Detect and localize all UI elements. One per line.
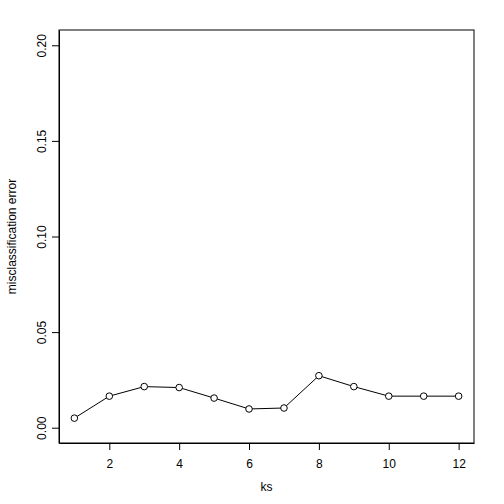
x-tick-label: 6 [246,457,253,471]
data-point [351,383,358,390]
data-point [281,405,288,412]
x-tick-label: 8 [316,457,323,471]
data-point [316,372,323,379]
y-tick: 0.15 [35,129,59,153]
y-tick: 0.05 [35,321,59,345]
y-tick: 0.10 [35,225,59,249]
data-point [246,406,253,413]
y-tick-mark [52,141,59,142]
y-tick-label: 0.15 [35,129,49,153]
x-tick-label: 4 [176,457,183,471]
data-point [176,384,183,391]
plot-frame [59,30,474,443]
data-point [106,393,113,400]
y-tick: 0.00 [35,416,59,440]
y-tick-label: 0.10 [35,225,49,249]
y-tick-mark [52,332,59,333]
data-point [211,395,218,402]
x-axis: 2 4 6 8 10 12 [60,443,475,471]
x-tick: 6 [246,443,253,471]
x-axis-title: ks [261,480,273,494]
y-tick-label: 0.20 [35,34,49,58]
plot-area [71,372,462,421]
x-tick-mark [389,443,390,450]
data-point [455,393,462,400]
x-tick: 10 [383,443,397,471]
y-tick-label: 0.05 [35,321,49,345]
y-tick-mark [52,237,59,238]
x-tick: 12 [452,443,466,471]
data-point [141,383,148,390]
y-axis-title: misclassification error [5,179,19,294]
x-tick-mark [109,443,110,450]
chart: 2 4 6 8 10 12 0.00 0.05 0.10 0.15 0.20 ks misclassif… [0,0,504,504]
x-tick-mark [319,443,320,450]
y-tick: 0.20 [35,34,59,58]
y-tick-label: 0.00 [35,416,49,440]
x-tick: 2 [106,443,113,471]
data-line [74,376,458,418]
y-tick-mark [52,45,59,46]
x-tick-label: 2 [106,457,113,471]
x-tick: 4 [176,443,183,471]
x-tick: 8 [316,443,323,471]
y-tick-mark [52,428,59,429]
x-tick-mark [459,443,460,450]
y-axis: 0.00 0.05 0.10 0.15 0.20 [35,31,60,444]
x-tick-mark [179,443,180,450]
x-tick-label: 10 [383,457,397,471]
x-tick-label: 12 [452,457,466,471]
x-tick-mark [249,443,250,450]
data-point [385,393,392,400]
data-point [71,415,78,422]
data-point [420,393,427,400]
